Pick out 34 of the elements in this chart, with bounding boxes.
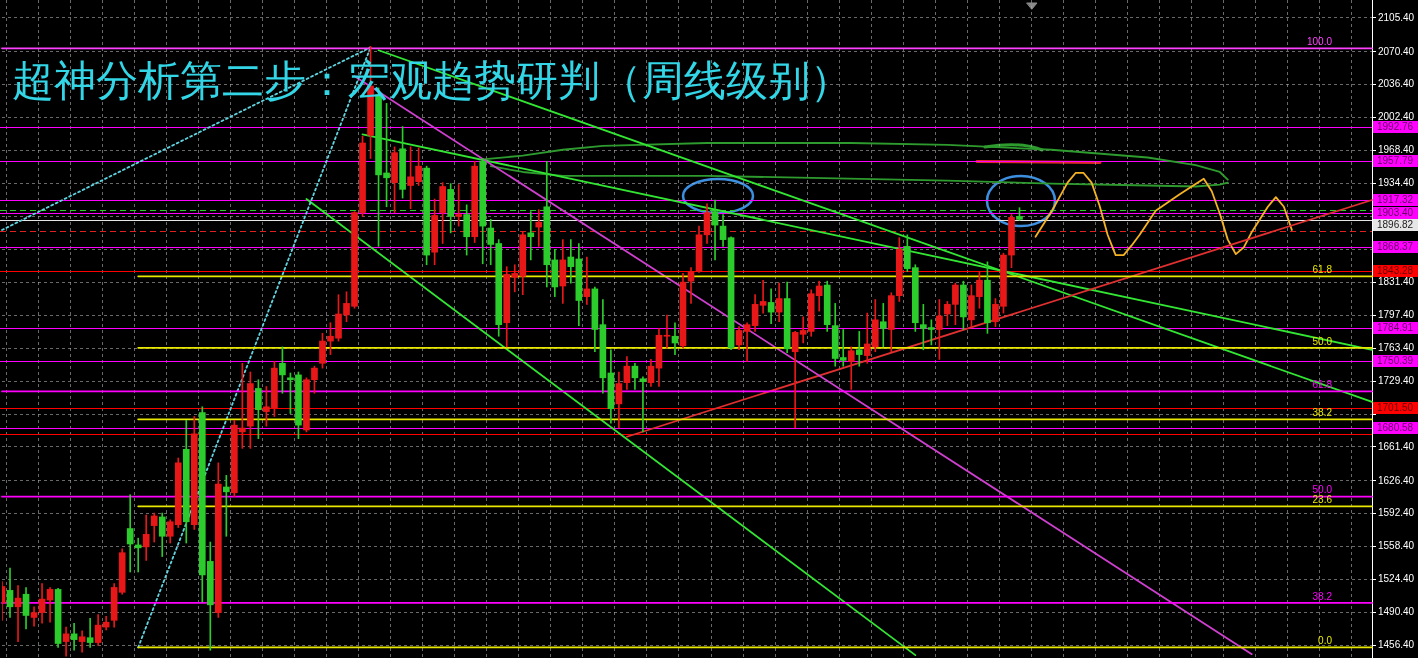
ref-line-label: 1992.76: [1377, 121, 1414, 133]
ref-line-label: 1868.37: [1377, 241, 1414, 253]
y-tick-label: 1456.40: [1378, 638, 1415, 650]
y-tick-label: 1763.40: [1378, 342, 1415, 354]
ref-line-label: 1917.32: [1377, 194, 1414, 206]
y-tick-label: 1831.40: [1378, 276, 1415, 288]
ref-line-label: 1957.79: [1377, 155, 1414, 167]
y-tick-label: 1729.40: [1378, 375, 1415, 387]
series-label: 0.0: [1318, 635, 1333, 647]
series-label: 23.6: [1312, 494, 1333, 506]
series-label: 100.0: [1306, 36, 1333, 48]
ref-line-label: 1680.58: [1377, 422, 1414, 434]
y-tick-label: 2036.40: [1378, 78, 1415, 90]
y-tick-label: 2070.40: [1378, 45, 1415, 57]
y-tick-label: 1592.40: [1378, 507, 1415, 519]
ref-line-label: 1701.50: [1377, 402, 1414, 414]
ref-line-label: 1903.40: [1377, 207, 1414, 219]
y-tick-label: 1558.40: [1378, 540, 1415, 552]
series-label: 38.2: [1312, 407, 1333, 419]
ref-line-label: 1750.39: [1377, 355, 1414, 367]
y-tick-label: 1661.40: [1378, 440, 1415, 452]
ref-line-label: 1896.82: [1377, 219, 1414, 231]
y-tick-label: 1934.40: [1378, 176, 1415, 188]
y-tick-label: 2105.40: [1378, 11, 1415, 23]
series-label: 50.0: [1312, 484, 1333, 496]
y-tick-label: 2002.40: [1378, 111, 1415, 123]
ref-line-label: 1784.91: [1377, 322, 1414, 334]
ref-line-label: 1843.28: [1377, 265, 1414, 277]
y-tick-label: 1968.40: [1378, 144, 1415, 156]
y-tick-label: 1490.40: [1378, 605, 1415, 617]
series-label: 38.2: [1312, 590, 1333, 602]
y-tick-label: 1524.40: [1378, 573, 1415, 585]
y-tick-label: 1626.40: [1378, 474, 1415, 486]
y-tick-label: 1797.40: [1378, 309, 1415, 321]
